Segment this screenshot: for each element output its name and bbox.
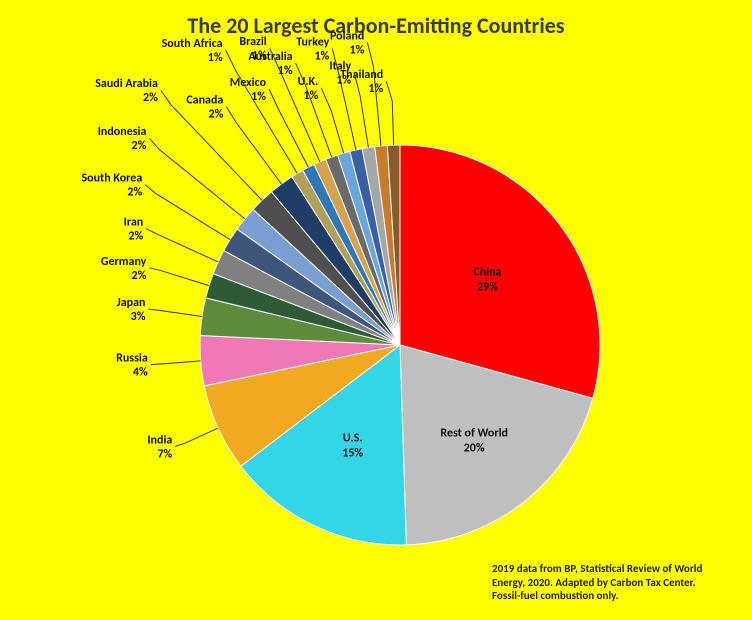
slice-value: 1% [303,89,318,103]
slice-label: Poland [330,29,364,43]
pie-chart: China29% Rest of World20% U.S.15% India7% Ru… [0,0,752,620]
slice-label: Germany [101,255,147,269]
slice-value: 3% [131,310,146,324]
leader-line [145,185,230,240]
slice-value: 2% [128,230,143,244]
slice-label: U.K. [298,75,319,89]
leader-line [151,361,201,365]
slice-label: Australia [248,50,292,64]
slice-value: 1% [251,90,266,104]
slice-label: China [473,265,501,279]
slice-value: 1% [368,82,383,96]
slice-value: 20% [464,441,485,455]
slice-label: Russia [116,352,148,366]
slice-label: South Africa [162,37,223,51]
slice-label: Iran [124,216,144,230]
chart-footer: 2019 data from BP, Statistical Review of… [492,562,722,602]
slice-value: 1% [350,43,365,57]
slice-value: 2% [209,108,224,122]
slice-label: Turkey [296,35,329,49]
slice-value: 1% [314,49,329,63]
slice-value: 2% [127,186,142,200]
slice-value: 1% [208,51,223,65]
slice-label: U.S. [343,431,363,445]
leader-line [146,229,218,262]
slice-label: Rest of World [440,426,508,440]
leader-line [354,72,368,147]
slice-value: 2% [132,139,147,153]
leader-line [149,138,244,219]
slice-label: Japan [117,296,146,310]
slice-value: 2% [143,91,158,105]
leader-line [386,81,393,145]
slice-label: Thailand [340,68,383,82]
slice-label: Indonesia [98,125,147,139]
slice-label: Canada [186,94,223,108]
leader-line [226,107,281,184]
slice-label: Mexico [230,76,267,90]
leader-line [148,309,202,316]
slice-value: 7% [157,447,172,461]
slice-value: 15% [342,446,363,460]
slice-label: South Korea [81,172,142,186]
slice-label: India [147,433,172,447]
leader-line [321,88,343,153]
slice-value: 2% [132,269,147,283]
leader-line [149,268,209,286]
slice-value: 4% [133,366,148,380]
slice-value: 1% [278,64,293,78]
slice-value: 29% [477,280,498,294]
slice-label: Saudi Arabia [95,77,158,91]
leader-line [175,428,218,446]
slice-label: Brazil [239,35,266,49]
